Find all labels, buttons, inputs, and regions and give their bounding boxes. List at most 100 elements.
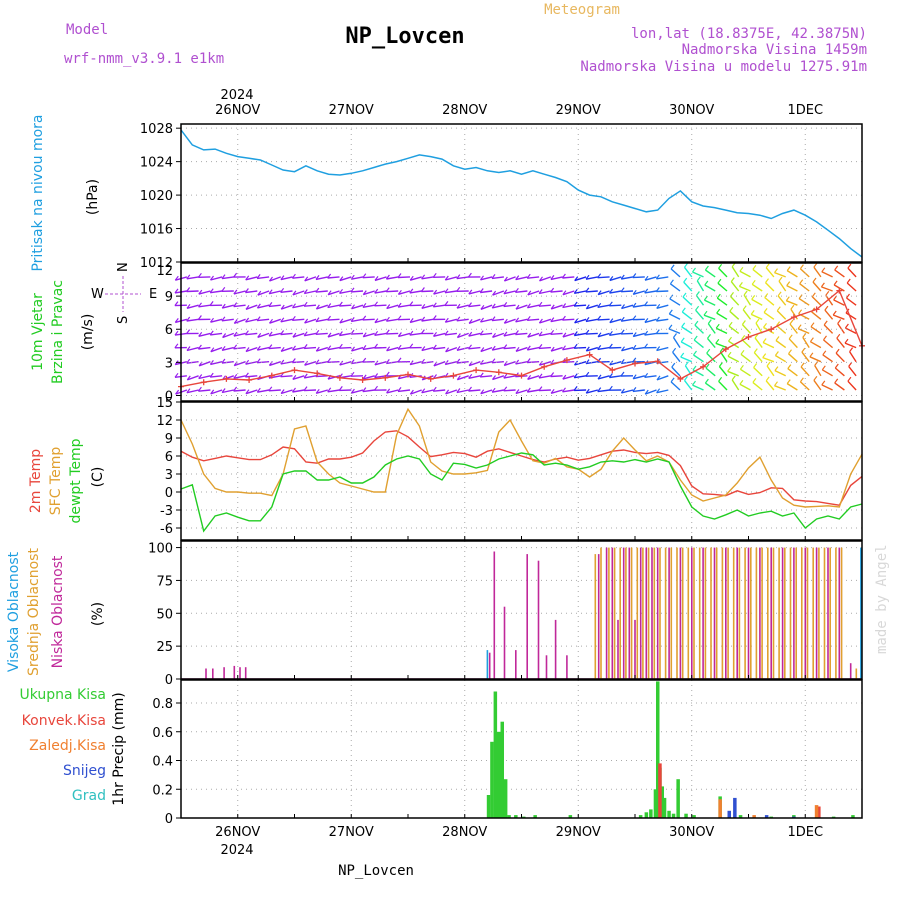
wind-barb: [374, 332, 387, 336]
gust-marker: [586, 351, 593, 358]
wind-barb-tick: [765, 278, 769, 283]
wind-barb: [706, 337, 716, 349]
wind-barb-tick: [695, 305, 700, 311]
wind-barb-tick: [433, 289, 438, 295]
wind-barb-tick: [743, 290, 748, 296]
wind-barb: [835, 352, 845, 363]
wind-barb-tick: [268, 289, 273, 295]
wind-barb: [585, 318, 598, 323]
wind-barb-tick: [174, 372, 179, 378]
wind-barb: [742, 309, 752, 320]
wind-barb-tick: [339, 276, 344, 281]
pressure-unit-label: (hPa): [85, 179, 101, 215]
wind-barb-tick: [174, 288, 179, 294]
watermark: made by Angel: [874, 544, 890, 654]
wind-barb: [198, 304, 211, 308]
wind-barb-tick: [632, 315, 637, 321]
wind-barb: [503, 290, 516, 295]
y-tick-label: 50: [156, 607, 173, 622]
wind-barb: [786, 284, 798, 292]
wind-barb: [327, 375, 340, 380]
gust-marker: [654, 358, 661, 365]
ukupna-kisa-bar: [851, 815, 855, 818]
wind-barb-tick: [350, 359, 355, 364]
wind-barb: [597, 304, 610, 308]
wind-barb: [632, 346, 645, 350]
visoka-oblacnost-bar: [860, 547, 862, 679]
wind-barb-tick: [445, 389, 450, 395]
wind-barb-tick: [774, 268, 778, 273]
wind-barb: [303, 389, 317, 392]
wind-barb-tick: [233, 289, 238, 295]
wind-barb: [716, 297, 728, 306]
wind-barb: [574, 375, 587, 379]
wind-barb: [362, 318, 375, 321]
wind-barb: [186, 276, 199, 280]
wind-barb-tick: [574, 318, 579, 324]
wind-barb-tick: [753, 348, 758, 353]
wind-barb: [716, 312, 728, 320]
wind-barb: [832, 314, 845, 320]
wind-barb: [327, 332, 340, 338]
wind-barb-tick: [327, 290, 332, 296]
wind-barb: [397, 304, 411, 308]
y-tick-label: 25: [156, 640, 173, 655]
gust-marker: [541, 363, 548, 370]
wind-barb-tick: [585, 359, 590, 364]
wind-barb: [198, 290, 211, 295]
y-tick-label: 6: [165, 323, 173, 338]
wind-barb: [766, 365, 775, 377]
wind-barb-tick: [256, 303, 261, 309]
wind-barb-tick: [338, 331, 343, 336]
wind-barb: [550, 332, 563, 335]
wind-barb-tick: [245, 389, 250, 395]
wind-barb: [527, 361, 540, 364]
srednja-oblacnost-bar: [613, 547, 616, 679]
wind-barb-tick: [739, 266, 744, 272]
wind-barb-tick: [280, 317, 285, 323]
srednja-oblacnost-bar: [823, 547, 826, 679]
wind-barb: [847, 380, 857, 391]
wind-barb: [292, 361, 305, 364]
wind-barb-tick: [821, 365, 826, 371]
wind-barb: [339, 304, 352, 307]
wind-barb-tick: [174, 301, 179, 306]
wind-barb-tick: [291, 358, 296, 363]
wind-barb-tick: [550, 346, 555, 352]
wind-barb-tick: [385, 316, 390, 322]
wind-barb-tick: [527, 332, 532, 338]
wind-barb: [351, 276, 364, 280]
ukupna-kisa-bar: [792, 815, 796, 818]
y-tick-label: 0: [165, 389, 173, 404]
wind-barb: [527, 332, 540, 338]
gust-marker: [677, 375, 684, 382]
wind-barb: [186, 304, 199, 309]
wind-barb-tick: [374, 288, 379, 294]
wind-barb: [210, 318, 223, 323]
wind-barb: [515, 276, 528, 281]
wind-barb: [397, 389, 411, 393]
srednja-oblacnost-bar: [693, 547, 695, 679]
wind-barb: [315, 290, 328, 293]
wind-barb-tick: [762, 338, 767, 343]
wind-barb-tick: [198, 302, 202, 308]
wind-barb-tick: [788, 334, 793, 340]
wind-barb-tick: [210, 347, 215, 353]
wind-barb-tick: [740, 349, 745, 355]
wind-barb-tick: [716, 293, 721, 299]
wind-barb: [433, 389, 446, 392]
wind-barb: [751, 298, 763, 306]
wind-barb: [268, 389, 281, 392]
wind-barb: [656, 346, 669, 352]
wind-barb-tick: [562, 345, 566, 351]
niska-oblacnost-bar: [244, 667, 247, 679]
gust-marker: [268, 372, 275, 379]
wind-barb-tick: [798, 294, 803, 299]
wind-barb-tick: [621, 346, 625, 352]
wind-barb: [503, 332, 516, 337]
wind-barb-tick: [728, 336, 732, 342]
srednja-oblacnost-bar: [795, 547, 797, 679]
wind-barb-tick: [480, 317, 484, 323]
